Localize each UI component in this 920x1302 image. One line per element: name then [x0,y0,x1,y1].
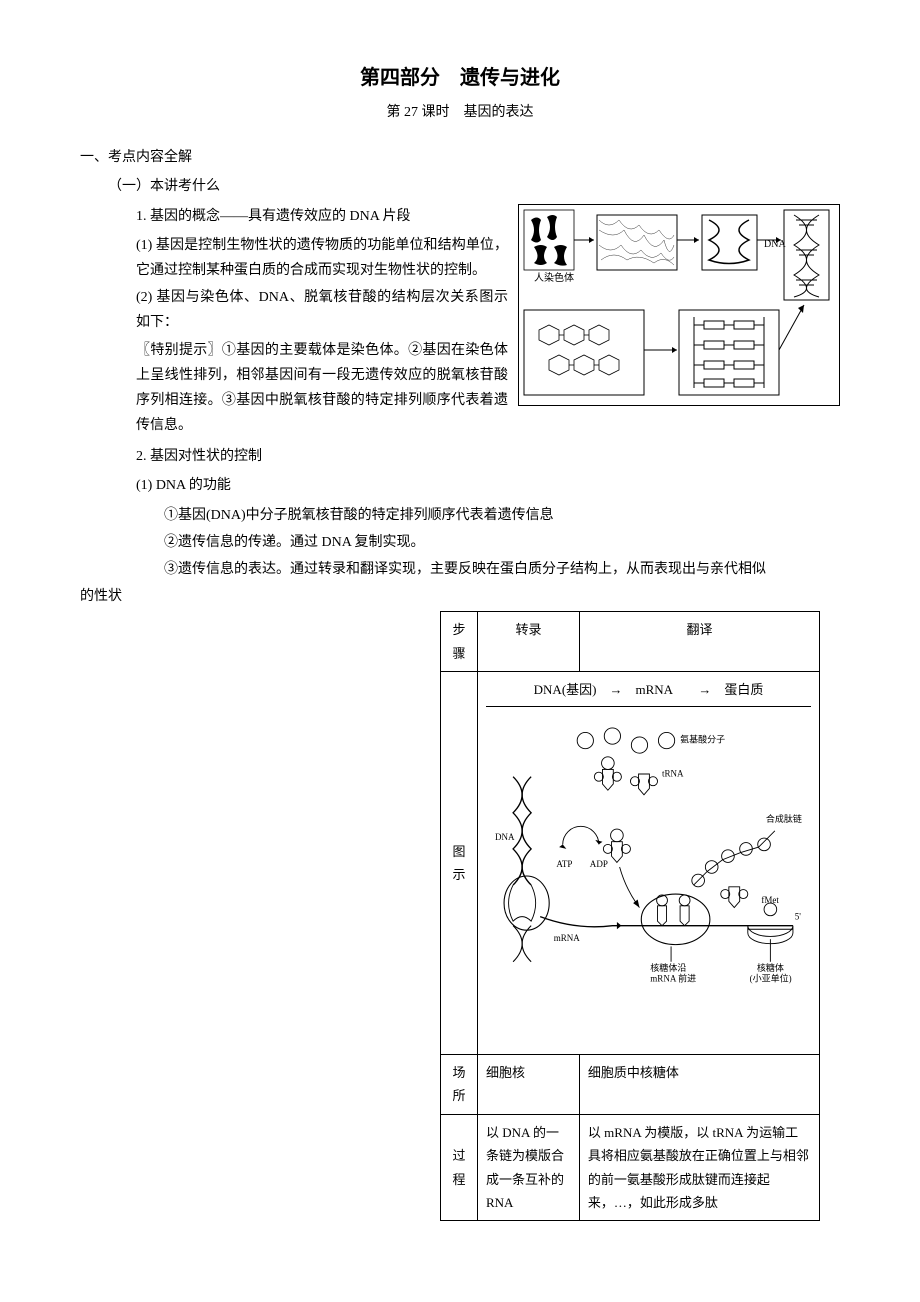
bullet-2: ②遗传信息的传递。通过 DNA 复制实现。 [80,530,840,555]
th-translation: 翻译 [579,612,819,672]
main-title: 第四部分 遗传与进化 [80,60,840,96]
label-atp: ATP [556,859,572,869]
heading-5: (1) DNA 的功能 [80,473,840,498]
label-ribosome-advance-2: mRNA 前进 [650,972,696,983]
label-ribosome-small-1: 核糖体 [757,961,784,972]
bullet-1: ①基因(DNA)中分子脱氧核苷酸的特定排列顺序代表着遗传信息 [80,503,840,528]
fig1-chromosome-label: 人染色体 [534,271,574,284]
transcription-translation-table: 步骤 转录 翻译 图示 DNA(基因) → mRNA → 蛋白质 DNA mRN… [440,611,820,1221]
flow-header: DNA(基因) → mRNA → 蛋白质 [486,678,811,706]
label-peptide: 合成肽链 [766,812,802,823]
th-step: 步骤 [441,612,478,672]
label-amino-acid: 氨基酸分子 [680,733,725,744]
gene-structure-diagram: 人染色体 DNA [518,204,840,406]
label-5prime: 5' [795,911,802,921]
heading-4: 2. 基因对性状的控制 [80,444,840,469]
label-mrna: mRNA [554,933,581,943]
th-location: 场所 [441,1054,478,1114]
fig1-dna-label: DNA [764,239,786,250]
td-process-transcription: 以 DNA 的一条链为模版合成一条互补的 RNA [478,1114,580,1221]
label-ribosome-advance-1: 核糖体沿 [650,961,686,972]
heading-level-1: 一、考点内容全解 [80,145,840,170]
td-process-translation: 以 mRNA 为模版，以 tRNA 为运输工具将相应氨基酸放在正确位置上与相邻的… [579,1114,819,1221]
label-adp: ADP [590,859,608,869]
td-location-translation: 细胞质中核糖体 [579,1054,819,1114]
subtitle: 第 27 课时 基因的表达 [80,100,840,125]
th-transcription: 转录 [478,612,580,672]
label-dna: DNA [495,831,515,841]
label-fmet: fMet [761,895,779,905]
bullet-3b: 的性状 [80,584,840,609]
th-process: 过程 [441,1114,478,1221]
trna-icon [594,756,657,794]
label-trna: tRNA [662,768,684,778]
td-location-transcription: 细胞核 [478,1054,580,1114]
label-ribosome-small-2: (小亚单位) [750,972,792,983]
heading-level-2: （一）本讲考什么 [80,174,840,199]
diagram-cell: DNA(基因) → mRNA → 蛋白质 DNA mRNA [478,672,820,1055]
th-diagram: 图示 [441,672,478,1055]
bullet-3a: ③遗传信息的表达。通过转录和翻译实现，主要反映在蛋白质分子结构上，从而表现出与亲… [80,557,840,582]
